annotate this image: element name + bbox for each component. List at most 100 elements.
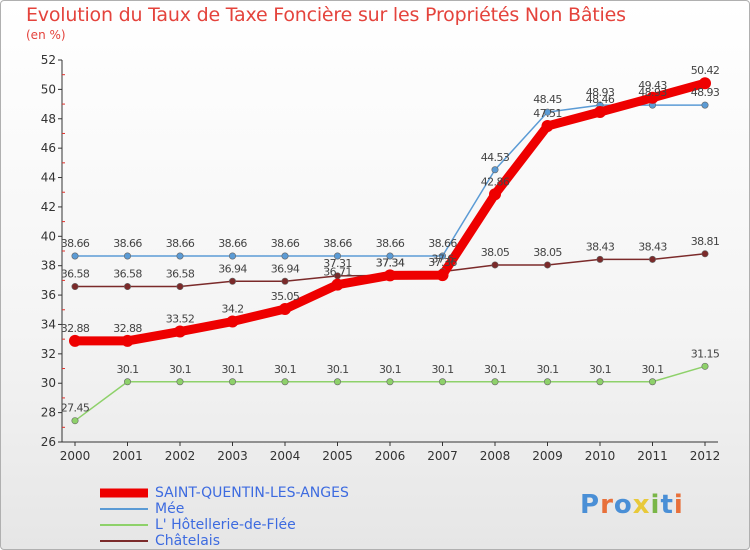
- data-point: [229, 252, 237, 260]
- data-point: [648, 255, 656, 263]
- data-label: 27.45: [61, 402, 90, 415]
- legend-swatch: [100, 488, 148, 498]
- x-tick-label: 2010: [585, 449, 616, 463]
- y-tick-label: 44: [41, 171, 56, 185]
- logo-letter: t: [660, 490, 674, 520]
- proxiti-logo: Proxiti: [580, 490, 684, 520]
- legend-label: SAINT-QUENTIN-LES-ANGES: [155, 485, 349, 501]
- data-label: 38.05: [481, 246, 510, 259]
- logo-letter: x: [632, 490, 651, 520]
- data-point: [543, 378, 551, 386]
- data-label: 38.66: [113, 237, 142, 250]
- x-tick-label: 2011: [637, 449, 668, 463]
- y-tick-label: 48: [41, 112, 56, 126]
- logo-letter: i: [673, 490, 684, 520]
- data-point: [596, 378, 604, 386]
- data-label: 33.52: [166, 313, 195, 326]
- data-label: 50.42: [691, 64, 720, 77]
- x-tick-label: 2007: [427, 449, 458, 463]
- data-label: 37.34: [376, 256, 405, 269]
- data-point: [491, 261, 499, 269]
- data-point: [281, 378, 289, 386]
- data-point: [121, 334, 134, 347]
- x-tick-label: 2012: [690, 449, 721, 463]
- data-label: 38.81: [691, 235, 720, 248]
- data-label: 49.43: [638, 79, 667, 92]
- data-label: 38.66: [376, 237, 405, 250]
- data-point: [333, 378, 341, 386]
- data-label: 38.43: [586, 240, 615, 253]
- y-tick-label: 30: [41, 376, 56, 390]
- data-label: 38.66: [428, 237, 457, 250]
- data-label: 31.15: [691, 347, 720, 360]
- data-point: [491, 378, 499, 386]
- legend-label: Châtelais: [155, 533, 220, 549]
- data-label: 30.1: [589, 363, 611, 376]
- data-label: 48.93: [638, 86, 667, 99]
- legend-item[interactable]: SAINT-QUENTIN-LES-ANGES: [100, 485, 400, 501]
- data-point: [281, 252, 289, 260]
- data-label: 30.1: [431, 363, 453, 376]
- data-label: 30.1: [641, 363, 663, 376]
- data-label: 36.58: [61, 268, 90, 281]
- data-point: [71, 283, 79, 291]
- data-point: [124, 283, 132, 291]
- data-label: 35.05: [271, 290, 300, 303]
- data-label: 38.66: [271, 237, 300, 250]
- data-label: 36.94: [271, 262, 300, 275]
- data-label: 32.88: [61, 322, 90, 335]
- logo-letter: i: [650, 490, 661, 520]
- y-tick-label: 38: [41, 259, 56, 273]
- data-label: 37.31: [323, 257, 352, 270]
- data-label: 30.1: [379, 363, 401, 376]
- data-label: 36.58: [166, 268, 195, 281]
- legend-item[interactable]: Châtelais: [100, 533, 400, 549]
- y-tick-label: 46: [41, 141, 56, 155]
- legend-label: Mée: [155, 501, 185, 517]
- legend-item[interactable]: Mée: [100, 501, 400, 517]
- data-point: [701, 101, 709, 109]
- data-label: 30.1: [116, 363, 138, 376]
- data-point: [491, 166, 499, 174]
- data-point: [229, 378, 237, 386]
- series-line: [70, 78, 710, 346]
- data-label: 38.66: [61, 237, 90, 250]
- legend-swatch: [100, 524, 148, 526]
- data-point: [176, 252, 184, 260]
- data-label: 34.2: [221, 303, 243, 316]
- data-point: [229, 277, 237, 285]
- logo-letter: P: [580, 490, 601, 520]
- data-label: 30.1: [484, 363, 506, 376]
- data-label: 36.71: [323, 266, 352, 279]
- data-label: 42.86: [481, 175, 510, 188]
- data-point: [384, 269, 396, 282]
- data-label: 38.43: [638, 240, 667, 253]
- y-tick-label: 28: [41, 406, 56, 420]
- data-point: [124, 378, 132, 386]
- series-line: [74, 104, 706, 257]
- data-point: [436, 269, 449, 282]
- legend: SAINT-QUENTIN-LES-ANGES Mée L' Hôtelleri…: [100, 485, 400, 549]
- legend-swatch: [100, 508, 148, 510]
- data-point: [279, 303, 291, 316]
- y-tick-label: 52: [41, 53, 56, 67]
- data-labels: 32.88 32.88 33.52 34.2 35.05 36.71 37.34 37.36 4…: [61, 64, 721, 415]
- y-tick-label: 26: [41, 435, 56, 449]
- data-label: 37.6: [431, 253, 454, 266]
- data-point: [701, 250, 709, 258]
- data-label: 47.51: [533, 107, 562, 120]
- x-tick-label: 2009: [532, 449, 563, 463]
- x-tick-label: 2003: [217, 449, 248, 463]
- data-point: [541, 119, 554, 132]
- chart-subtitle: (en %): [26, 28, 66, 42]
- data-point: [543, 261, 551, 269]
- legend-item[interactable]: L' Hôtellerie-de-Flée: [100, 517, 400, 533]
- data-label: 38.05: [533, 246, 562, 259]
- y-tick-label: 36: [41, 288, 56, 302]
- data-point: [594, 106, 606, 119]
- data-label: 30.1: [221, 363, 243, 376]
- logo-letter: o: [613, 490, 633, 520]
- data-label: 48.45: [533, 93, 562, 106]
- data-label: 48.46: [586, 93, 615, 106]
- data-label: 48.93: [691, 86, 720, 99]
